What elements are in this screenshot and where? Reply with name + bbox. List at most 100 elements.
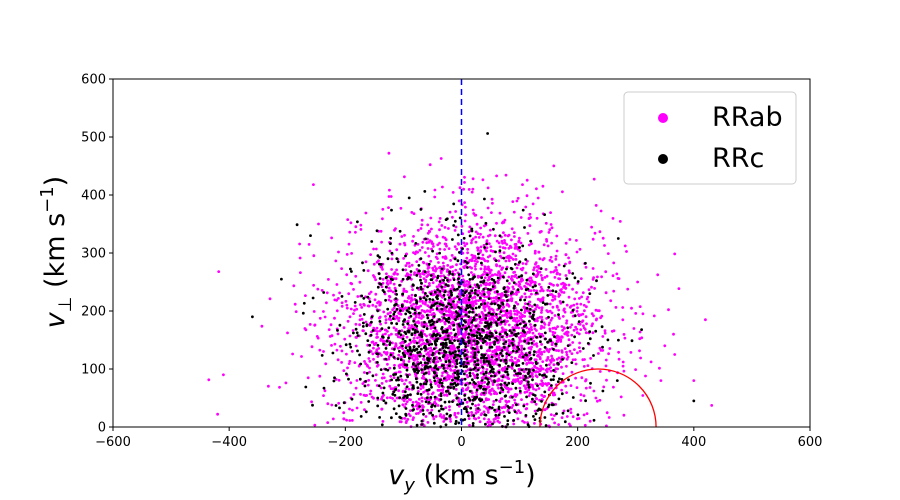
data-point [452,300,455,303]
data-point [418,405,422,408]
data-point [432,320,436,324]
data-point [584,315,588,319]
data-point [429,396,433,399]
data-point [453,296,457,300]
data-point [474,240,478,244]
data-point [483,295,486,299]
data-point [478,291,482,295]
data-point [424,415,428,418]
data-point [474,324,478,328]
data-point [428,398,432,402]
data-point [407,261,411,265]
data-point [474,235,477,239]
data-point [507,344,511,348]
data-point [553,421,556,425]
data-point [364,380,367,383]
data-point [524,295,528,299]
data-point [294,310,298,313]
data-point [582,365,586,368]
data-point [532,415,535,418]
data-point [419,257,423,260]
data-point [444,390,448,393]
y-tick-label: 0 [98,421,106,436]
data-point [649,360,653,364]
data-point [575,250,579,254]
data-point [412,212,416,216]
data-point [515,199,519,203]
data-point [454,210,457,213]
data-point [471,307,475,310]
data-point [524,302,527,305]
data-point [535,289,539,293]
data-point [439,274,443,278]
data-point [501,354,504,358]
data-point [520,398,523,401]
data-point [549,369,553,373]
data-point [479,359,482,363]
data-point [597,309,601,313]
data-point [492,420,496,424]
data-point [490,211,493,215]
data-point [582,303,586,307]
data-point [550,354,553,358]
data-point [381,335,384,338]
data-point [512,306,516,310]
data-point [408,265,411,268]
data-point [425,388,429,392]
series-rrc [251,132,696,429]
data-point [461,351,465,355]
data-point [470,414,473,417]
data-point [398,420,402,424]
data-point [546,382,550,385]
data-point [291,352,294,356]
data-point [359,401,363,404]
data-point [430,349,433,353]
data-point [440,267,444,271]
data-point [416,392,420,395]
data-point [495,409,499,413]
data-point [505,279,509,283]
data-point [625,250,628,253]
data-point [477,403,480,407]
data-point [346,218,350,222]
data-point [561,190,564,194]
data-point [475,317,479,321]
data-point [529,323,532,326]
data-point [379,337,383,341]
data-point [450,305,454,309]
data-point [541,374,544,377]
data-point [472,416,476,420]
data-point [470,351,473,355]
data-point [561,358,564,361]
data-point [487,385,491,389]
data-point [397,353,401,357]
data-point [415,324,419,328]
data-point [544,337,547,341]
data-point [545,239,549,243]
data-point [544,221,548,225]
data-point [511,404,515,407]
data-point [338,323,342,327]
data-point [488,254,492,258]
data-point [591,267,595,270]
data-point [543,416,547,419]
data-point [584,399,587,403]
data-point [594,308,598,312]
data-point [501,266,505,270]
data-point [435,279,438,282]
data-point [372,262,376,266]
data-point [522,347,526,351]
data-point [508,339,511,343]
data-point [446,366,449,370]
data-point [541,184,545,188]
data-point [468,371,472,375]
data-point [476,284,480,288]
data-point [439,299,443,303]
data-point [374,305,378,308]
data-point [430,247,433,251]
data-point [488,317,491,321]
data-point [367,378,371,382]
data-point [487,278,491,281]
data-point [456,242,460,245]
data-point [547,403,551,407]
